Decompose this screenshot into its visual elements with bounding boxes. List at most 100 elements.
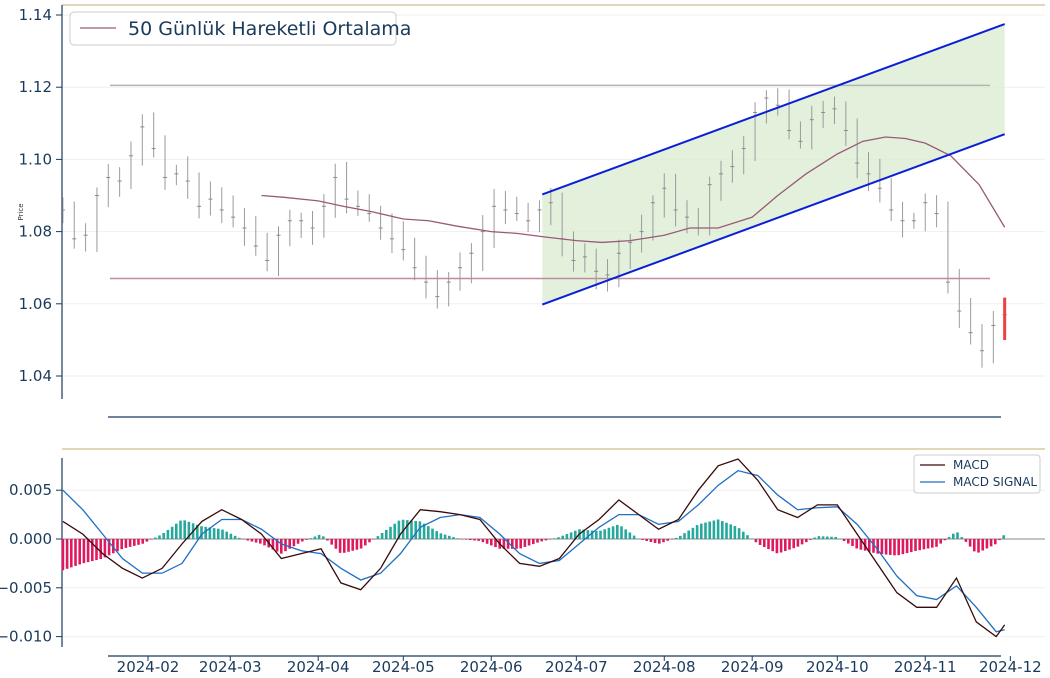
macd-histogram-bar [670, 539, 674, 540]
macd-histogram-bar [569, 532, 573, 539]
macd-histogram-bar [851, 539, 854, 547]
macd-histogram-bar [301, 539, 304, 542]
macd-histogram-bar [779, 539, 783, 553]
macd-histogram-bar [82, 539, 86, 564]
macd-histogram-bar [859, 539, 863, 550]
macd-x-tick-label: 2024-08 [633, 658, 696, 676]
macd-histogram-bar [775, 539, 779, 554]
macd-histogram-bar [280, 539, 283, 554]
macd-histogram-bar [397, 520, 401, 539]
macd-histogram-bar [557, 537, 560, 539]
macd-histogram-bar [292, 539, 296, 547]
macd-histogram-bar [800, 539, 804, 545]
macd-histogram-bar [767, 539, 770, 550]
macd-histogram-bar [452, 537, 455, 539]
macd-histogram-bar [977, 539, 980, 553]
macd-histogram-bar [926, 539, 930, 549]
macd-histogram-bar [70, 539, 73, 568]
macd-histogram-bar [322, 536, 325, 539]
macd-histogram-bar [133, 539, 136, 546]
macd-histogram-bar [372, 539, 375, 540]
macd-histogram-bar [527, 539, 531, 546]
macd-histogram-bar [687, 530, 690, 539]
macd-histogram-bar [868, 539, 871, 552]
macd-histogram-bar [880, 539, 884, 555]
macd-histogram-bar [259, 539, 262, 544]
macd-histogram-bar [771, 539, 774, 552]
macd-histogram-bar [653, 539, 657, 544]
macd-histogram-bar [548, 539, 552, 540]
macd-histogram-bar [359, 539, 363, 549]
macd-histogram-bar [385, 529, 388, 539]
macd-histogram-bar [313, 536, 317, 539]
macd-histogram-bar [427, 526, 430, 539]
macd-histogram-bar [317, 534, 321, 539]
macd-histogram-bar [91, 539, 94, 562]
macd-legend-box [913, 454, 1041, 494]
macd-histogram-bar [998, 539, 1001, 541]
macd-histogram-bar [401, 519, 405, 539]
macd-histogram-bar [855, 539, 858, 549]
macd-histogram-bar [712, 520, 716, 539]
macd-histogram-bar [103, 539, 107, 558]
macd-tick-label: 0.000 [9, 530, 52, 548]
macd-histogram-bar [393, 523, 396, 539]
macd-histogram-bar [805, 539, 808, 543]
macd-histogram-bar [821, 536, 825, 539]
macd-histogram-bar [410, 520, 413, 539]
macd-histogram-bar [145, 539, 149, 542]
macd-histogram-bar [116, 539, 119, 552]
macd-histogram-bar [271, 539, 275, 550]
price-legend-box [69, 11, 397, 46]
macd-histogram-bar [330, 539, 333, 545]
macd-histogram-bar [620, 526, 623, 539]
macd-histogram-bar [99, 539, 102, 559]
macd-histogram-bar [817, 536, 821, 539]
macd-histogram-bar [473, 539, 476, 541]
macd-histogram-bar [254, 539, 258, 543]
macd-histogram-bar [561, 535, 564, 539]
macd-histogram-bar [553, 538, 556, 539]
macd-histogram-bar [905, 539, 909, 554]
macd-histogram-bar [763, 539, 766, 548]
macd-histogram-bar [939, 539, 942, 544]
macd-histogram-bar [368, 539, 371, 543]
macd-legend-label: MACD [953, 458, 989, 472]
macd-histogram-bar [788, 539, 791, 550]
price-legend-label: 50 Günlük Hareketli Ortalama [128, 18, 411, 40]
macd-histogram-bar [758, 539, 762, 545]
macd-histogram-bar [511, 539, 514, 549]
macd-histogram-bar [737, 528, 741, 539]
macd-histogram-bar [246, 539, 249, 541]
macd-histogram-bar [582, 529, 585, 539]
macd-histogram-bar [586, 530, 590, 539]
macd-x-tick-label: 2024-09 [721, 658, 784, 676]
macd-histogram-bar [376, 536, 380, 539]
macd-histogram-bar [448, 535, 451, 539]
macd-histogram-bar [750, 538, 753, 540]
macd-histogram-bar [889, 539, 892, 555]
macd-histogram-bar [884, 539, 888, 555]
macd-histogram-bar [208, 527, 212, 539]
macd-histogram-bar [607, 527, 611, 539]
macd-histogram-bar [65, 539, 69, 569]
macd-histogram-bar [733, 526, 737, 539]
macd-histogram-bar [813, 537, 816, 539]
macd-histogram-bar [166, 529, 170, 539]
macd-histogram-bar [973, 539, 976, 552]
macd-histogram-bar [981, 539, 984, 551]
macd-histogram-bar [288, 539, 291, 549]
macd-histogram-bar [187, 521, 191, 539]
macd-histogram-bar [389, 526, 392, 539]
macd-histogram-bar [809, 539, 812, 540]
macd-histogram-bar [137, 539, 140, 545]
macd-histogram-bar [960, 537, 963, 539]
macd-histogram-bar [901, 539, 905, 555]
macd-x-tick-label: 2024-02 [117, 658, 180, 676]
macd-x-tick-label: 2024-11 [894, 658, 957, 676]
macd-histogram-bar [729, 524, 732, 539]
macd-histogram-bar [544, 539, 548, 541]
macd-histogram-bar [275, 539, 279, 552]
macd-histogram-bar [540, 539, 543, 542]
